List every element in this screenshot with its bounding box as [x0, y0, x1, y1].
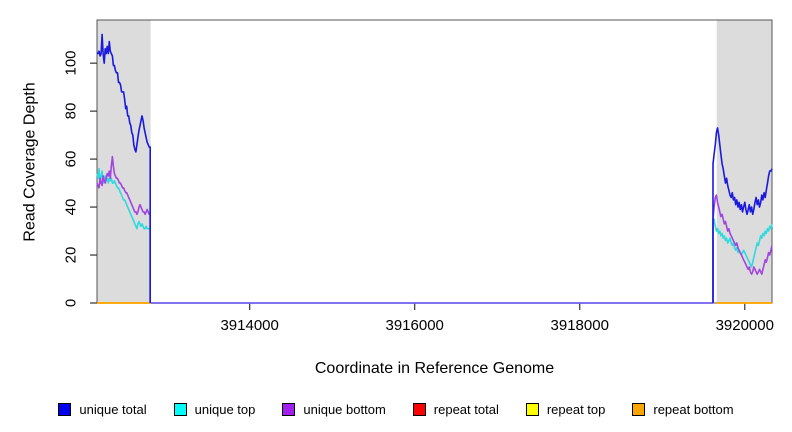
x-tick-label: 3914000 — [220, 317, 279, 334]
series-line-unique-total — [712, 127, 773, 303]
legend-swatch-icon — [173, 402, 187, 416]
y-tick-label: 0 — [62, 298, 80, 308]
y-tick-label: 80 — [62, 102, 80, 120]
series-line-unique-total — [97, 33, 151, 303]
legend-swatch-icon — [282, 402, 296, 416]
legend-swatch-icon — [412, 402, 426, 416]
legend-swatch-icon — [58, 402, 72, 416]
plot-box — [96, 19, 773, 304]
legend-label: repeat top — [546, 401, 606, 417]
legend-label: repeat bottom — [653, 401, 734, 417]
legend-item-unique-total: unique total — [58, 401, 147, 417]
series-line-unique-bottom — [712, 194, 773, 303]
left-repeat-region — [97, 20, 151, 303]
series-line-unique-bottom — [96, 155, 151, 303]
y-tick-label: 20 — [62, 246, 80, 264]
legend-label: unique total — [79, 401, 147, 417]
x-tick-label: 3920000 — [715, 317, 774, 334]
y-tick-label: 60 — [62, 150, 80, 168]
legend-item-unique-top: unique top — [173, 401, 256, 417]
legend-swatch-icon — [525, 402, 539, 416]
y-axis-label: Read Coverage Depth — [21, 81, 39, 242]
legend-item-repeat-total: repeat total — [412, 401, 499, 417]
legend-label: unique top — [194, 401, 256, 417]
x-tick-label: 3918000 — [550, 317, 609, 334]
right-repeat-region — [716, 20, 772, 303]
legend-label: repeat total — [433, 401, 499, 417]
legend-item-unique-bottom: unique bottom — [282, 401, 386, 417]
legend-swatch-icon — [632, 402, 646, 416]
y-tick-label: 40 — [62, 198, 80, 216]
y-tick-label: 100 — [62, 50, 80, 76]
legend-item-repeat-bottom: repeat bottom — [632, 401, 734, 417]
x-tick-label: 3916000 — [385, 317, 444, 334]
series-line-unique-top — [712, 218, 773, 303]
legend-label: unique bottom — [303, 401, 386, 417]
x-axis-label: Coordinate in Reference Genome — [314, 360, 555, 377]
legend-item-repeat-top: repeat top — [525, 401, 606, 417]
legend: unique total unique top unique bottom repea… — [0, 397, 792, 421]
